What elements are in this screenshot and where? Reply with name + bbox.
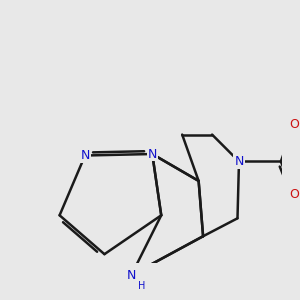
Text: N: N bbox=[148, 148, 157, 160]
Text: O: O bbox=[290, 188, 299, 201]
Text: O: O bbox=[290, 118, 299, 130]
Text: H: H bbox=[138, 280, 146, 291]
Text: N: N bbox=[127, 268, 136, 282]
Text: N: N bbox=[80, 149, 90, 162]
Text: N: N bbox=[234, 155, 244, 168]
